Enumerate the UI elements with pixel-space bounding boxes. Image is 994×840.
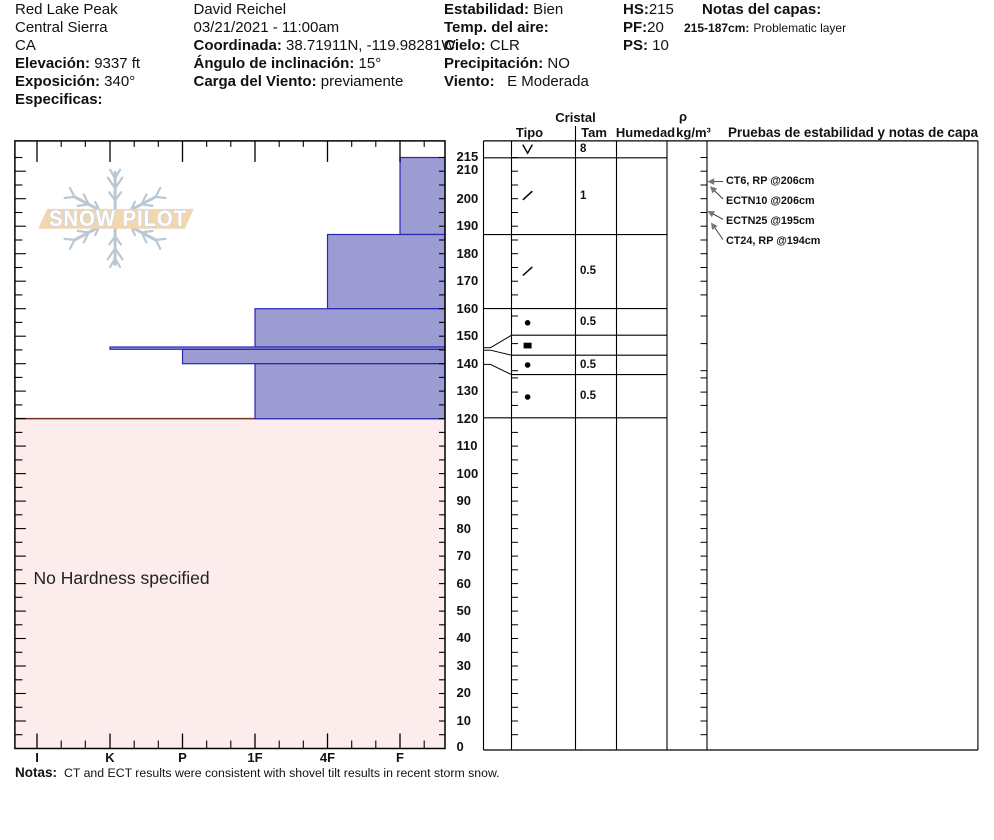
svg-text:SNOW PILOT: SNOW PILOT [49, 206, 187, 231]
